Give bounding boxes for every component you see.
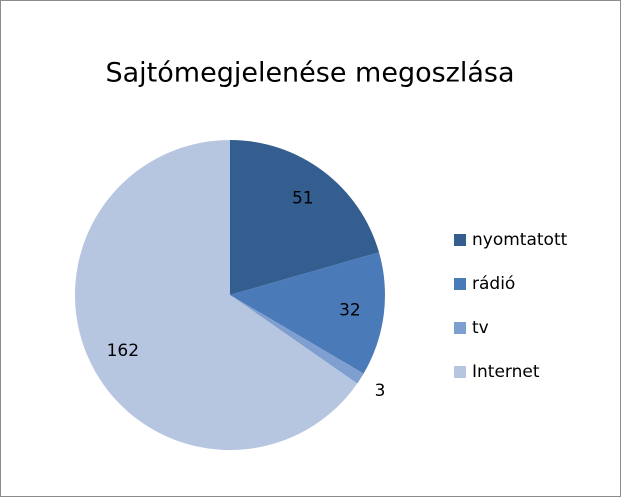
- pie-slice: [74, 140, 358, 451]
- legend-swatch: [454, 278, 466, 290]
- data-label: 3: [375, 381, 386, 401]
- legend-swatch: [454, 234, 466, 246]
- legend-label: nyomtatott: [472, 230, 568, 250]
- legend-label: Internet: [472, 362, 540, 382]
- data-label: 51: [292, 188, 314, 208]
- legend: nyomtatott rádió tv Internet: [454, 230, 568, 382]
- legend-label: rádió: [472, 274, 515, 294]
- pie-slice: [230, 140, 380, 295]
- data-label: 32: [339, 300, 361, 320]
- legend-swatch: [454, 366, 466, 378]
- pie: 51 32 3 162: [74, 140, 386, 451]
- pie-slice: [230, 252, 385, 374]
- data-label: 162: [107, 341, 139, 361]
- chart-title: Sajtómegjelenése megoszlása: [105, 58, 514, 89]
- legend-label: tv: [472, 318, 489, 338]
- pie-slice: [230, 295, 364, 384]
- legend-swatch: [454, 322, 466, 334]
